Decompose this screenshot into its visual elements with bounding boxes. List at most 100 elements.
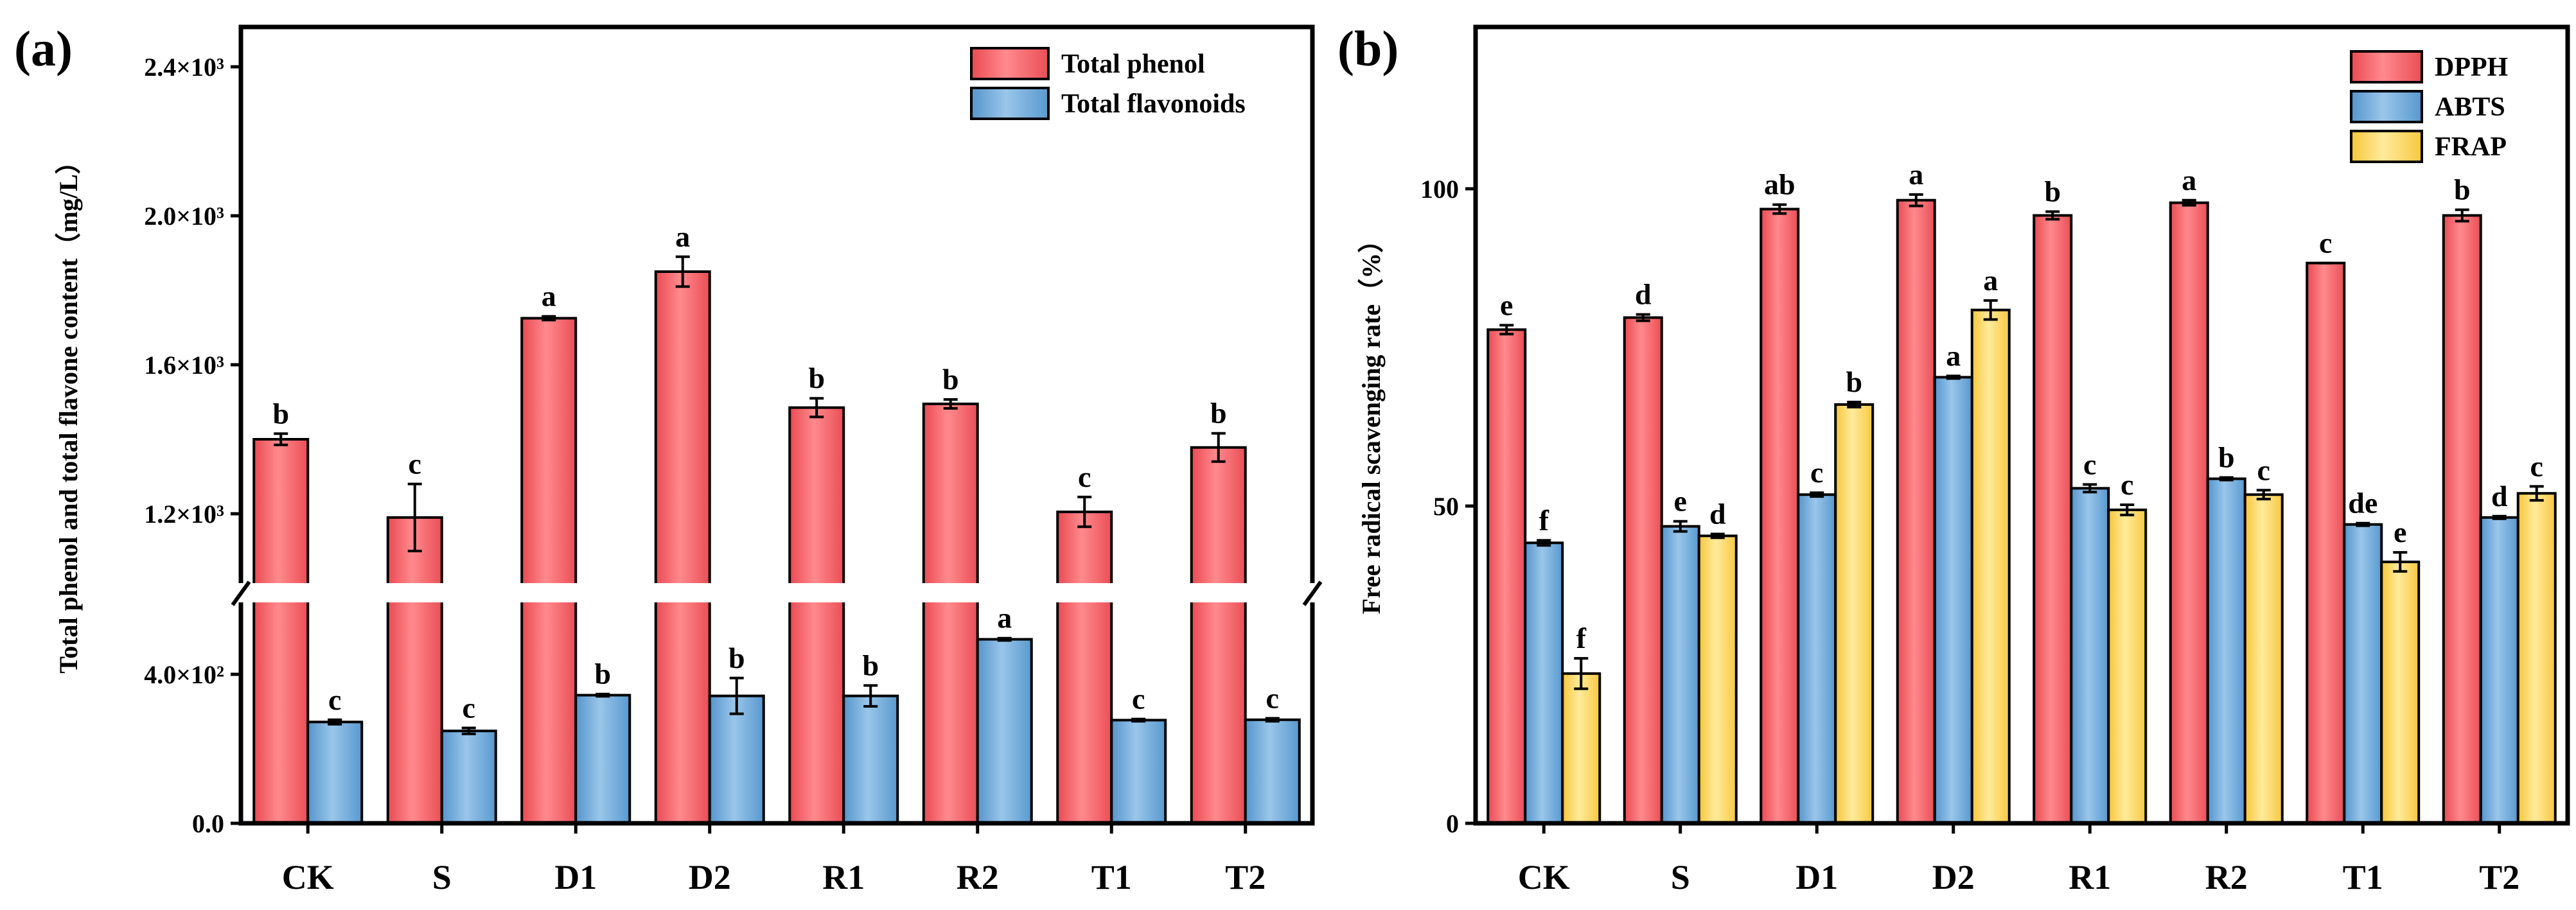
bar-total-flavonoids-r2	[976, 638, 1033, 825]
y-tick-label: 1.6×10³	[144, 351, 224, 380]
x-tick-label: D1	[554, 858, 597, 897]
bar-total-phenol-t1	[1056, 511, 1113, 825]
panel-label-a: (a)	[14, 21, 73, 76]
significance-letter: d	[1635, 278, 1652, 311]
bar-frap-d1	[1834, 403, 1875, 825]
significance-letter: a	[997, 602, 1012, 634]
x-tick-label: T2	[1225, 858, 1266, 897]
bar-dpph-r2	[2169, 201, 2209, 825]
legend-swatch-total-flavonoids	[970, 87, 1050, 120]
y-axis-title-a: Total phenol and total flavone content（m…	[54, 148, 83, 673]
bar-total-flavonoids-t1	[1110, 719, 1167, 825]
bar-frap-t1	[2380, 560, 2421, 825]
significance-letter: f	[1576, 622, 1587, 654]
significance-letter: e	[1500, 288, 1513, 321]
legend-swatch-frap	[2350, 130, 2423, 163]
axis-break-mark-left	[231, 581, 251, 606]
bar-total-flavonoids-r1	[842, 694, 899, 825]
x-tick-label: D2	[1932, 858, 1975, 897]
legend-label-frap: FRAP	[2435, 132, 2507, 162]
bar-abts-d2	[1933, 376, 1973, 825]
significance-letter: c	[2083, 448, 2096, 480]
significance-letter: c	[1132, 683, 1145, 715]
panel-label-b: (b)	[1337, 21, 1398, 76]
significance-letter: c	[2319, 227, 2332, 259]
significance-letter: a	[1983, 264, 1998, 297]
y-tick-label: 50	[1433, 492, 1459, 521]
bar-total-phenol-t2	[1190, 446, 1247, 825]
significance-letter: ab	[1764, 168, 1795, 201]
bar-abts-d1	[1797, 493, 1837, 825]
legend-label-total-flavonoids: Total flavonoids	[1061, 89, 1246, 119]
significance-letter: c	[2257, 453, 2270, 486]
bar-frap-r1	[2107, 508, 2148, 825]
significance-letter: c	[1266, 681, 1279, 714]
y-tick-label: 1.2×10³	[144, 500, 224, 529]
x-tick-label: D2	[689, 858, 731, 897]
significance-letter: b	[2218, 441, 2235, 474]
x-tick-label: D1	[1795, 858, 1838, 897]
significance-letter: b	[2044, 175, 2061, 208]
bar-abts-t2	[2479, 516, 2519, 825]
x-tick-label: T1	[2343, 858, 2383, 897]
bar-dpph-d2	[1896, 198, 1936, 825]
significance-letter: de	[2348, 487, 2378, 520]
legend-label-dpph: DPPH	[2435, 53, 2508, 82]
significance-letter: b	[272, 397, 289, 430]
axis-break-band	[234, 583, 1327, 602]
x-tick-label: R2	[2205, 858, 2248, 897]
legend-swatch-dpph	[2350, 50, 2423, 83]
bar-dpph-t2	[2442, 214, 2482, 825]
significance-letter: b	[594, 658, 611, 690]
significance-letter: b	[942, 363, 959, 396]
significance-letter: b	[808, 362, 825, 394]
x-tick-label: R1	[2069, 858, 2111, 897]
significance-letter: c	[1078, 460, 1091, 493]
significance-letter: a	[542, 280, 556, 313]
y-tick-label: 2.0×10³	[144, 202, 224, 231]
x-tick-label: CK	[1518, 858, 1570, 897]
significance-letter: c	[2121, 468, 2133, 501]
y-tick-label: 2.4×10³	[144, 53, 224, 82]
bar-dpph-ck	[1486, 328, 1527, 825]
significance-letter: e	[1674, 485, 1687, 518]
significance-letter: a	[1946, 339, 1961, 372]
bar-abts-r1	[2070, 487, 2110, 825]
bar-frap-r2	[2243, 493, 2284, 825]
bar-dpph-d1	[1760, 207, 1800, 825]
significance-letter: d	[2491, 480, 2508, 512]
bar-frap-s	[1697, 534, 1738, 825]
bar-total-phenol-ck	[252, 438, 310, 825]
bar-total-phenol-d2	[654, 270, 711, 825]
legend-label-total-phenol: Total phenol	[1061, 49, 1205, 79]
bar-total-flavonoids-d1	[574, 694, 631, 825]
bar-total-phenol-r1	[788, 406, 845, 825]
x-tick-label: S	[432, 858, 452, 897]
bar-abts-r2	[2206, 477, 2246, 825]
significance-letter: a	[2182, 164, 2196, 197]
bar-total-phenol-s	[386, 516, 443, 825]
legend-swatch-abts	[2350, 90, 2423, 123]
significance-letter: b	[1846, 365, 1862, 398]
x-tick-label: R2	[957, 858, 999, 897]
legend-b: DPPH ABTS FRAP	[2350, 50, 2508, 163]
bar-total-phenol-r2	[922, 402, 979, 825]
x-tick-label: R1	[822, 858, 865, 897]
bar-dpph-r1	[2033, 214, 2073, 825]
y-tick-label: 100	[1420, 175, 1459, 204]
significance-letter: a	[675, 220, 690, 253]
significance-letter: c	[1810, 456, 1823, 489]
significance-letter: c	[328, 683, 341, 716]
x-tick-label: CK	[282, 858, 334, 897]
significance-letter: b	[862, 649, 879, 681]
bar-abts-s	[1660, 525, 1700, 825]
significance-letter: f	[1539, 503, 1549, 536]
significance-letter: c	[463, 692, 475, 724]
x-tick-label: T1	[1091, 858, 1132, 897]
bar-frap-d2	[1970, 308, 2011, 825]
significance-letter: c	[2530, 450, 2543, 482]
y-axis-title-b: Free radical scavenging rate（%）	[1357, 227, 1386, 614]
x-tick-label: T2	[2479, 858, 2519, 897]
y-tick-label: 0	[1446, 809, 1459, 838]
